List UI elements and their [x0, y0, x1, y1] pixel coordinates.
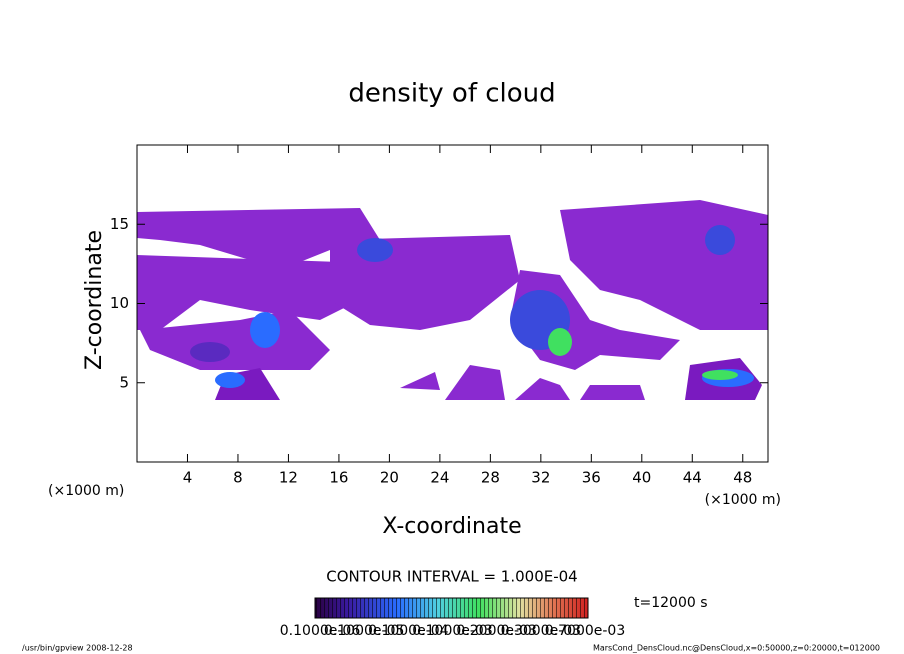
x-tick-label: 24 — [430, 469, 449, 487]
y-tick-label: 10 — [110, 294, 129, 312]
colorbar-label: 0.7000e-03 — [545, 623, 625, 639]
time-label: t=12000 s — [634, 595, 708, 611]
x-tick-label: 4 — [183, 469, 193, 487]
y-axis-label: Z-coordinate — [82, 230, 107, 370]
colorbar-label: 0.2000e-03 — [456, 623, 536, 639]
footer-left: /usr/bin/gpview 2008-12-28 — [22, 644, 133, 653]
x-tick-label: 48 — [733, 469, 752, 487]
contour-interval: CONTOUR INTERVAL = 1.000E-04 — [326, 568, 577, 586]
y-unit: (×1000 m) — [48, 483, 124, 499]
x-unit: (×1000 m) — [705, 492, 781, 508]
contour-field — [137, 200, 768, 400]
x-tick-label: 32 — [531, 469, 550, 487]
colorbar-label: 0.1000e-04 — [368, 623, 449, 639]
chart-title: density of cloud — [348, 79, 555, 109]
x-axis-label: X-coordinate — [382, 514, 521, 539]
colorbar-stripes — [314, 597, 589, 619]
x-tick-label: 44 — [683, 469, 702, 487]
x-tick-label: 20 — [380, 469, 399, 487]
footer-right: MarsCond_DensCloud.nc@DensCloud,x=0:5000… — [593, 644, 880, 653]
x-tick-label: 40 — [632, 469, 651, 487]
y-tick-label: 15 — [110, 215, 129, 233]
colorbar-label: 0.1000e-03 — [412, 623, 492, 639]
colorbar-label: 0.1000e-05 — [324, 623, 404, 639]
x-tick-label: 8 — [233, 469, 243, 487]
x-tick-label: 28 — [481, 469, 500, 487]
x-tick-label: 36 — [582, 469, 601, 487]
x-tick-label: 16 — [329, 469, 348, 487]
y-tick-label: 5 — [119, 373, 129, 391]
colorbar-label: 0.1000e-06 — [280, 623, 361, 639]
x-tick-label: 12 — [279, 469, 298, 487]
colorbar-label: 0.3000e-03 — [501, 623, 581, 639]
